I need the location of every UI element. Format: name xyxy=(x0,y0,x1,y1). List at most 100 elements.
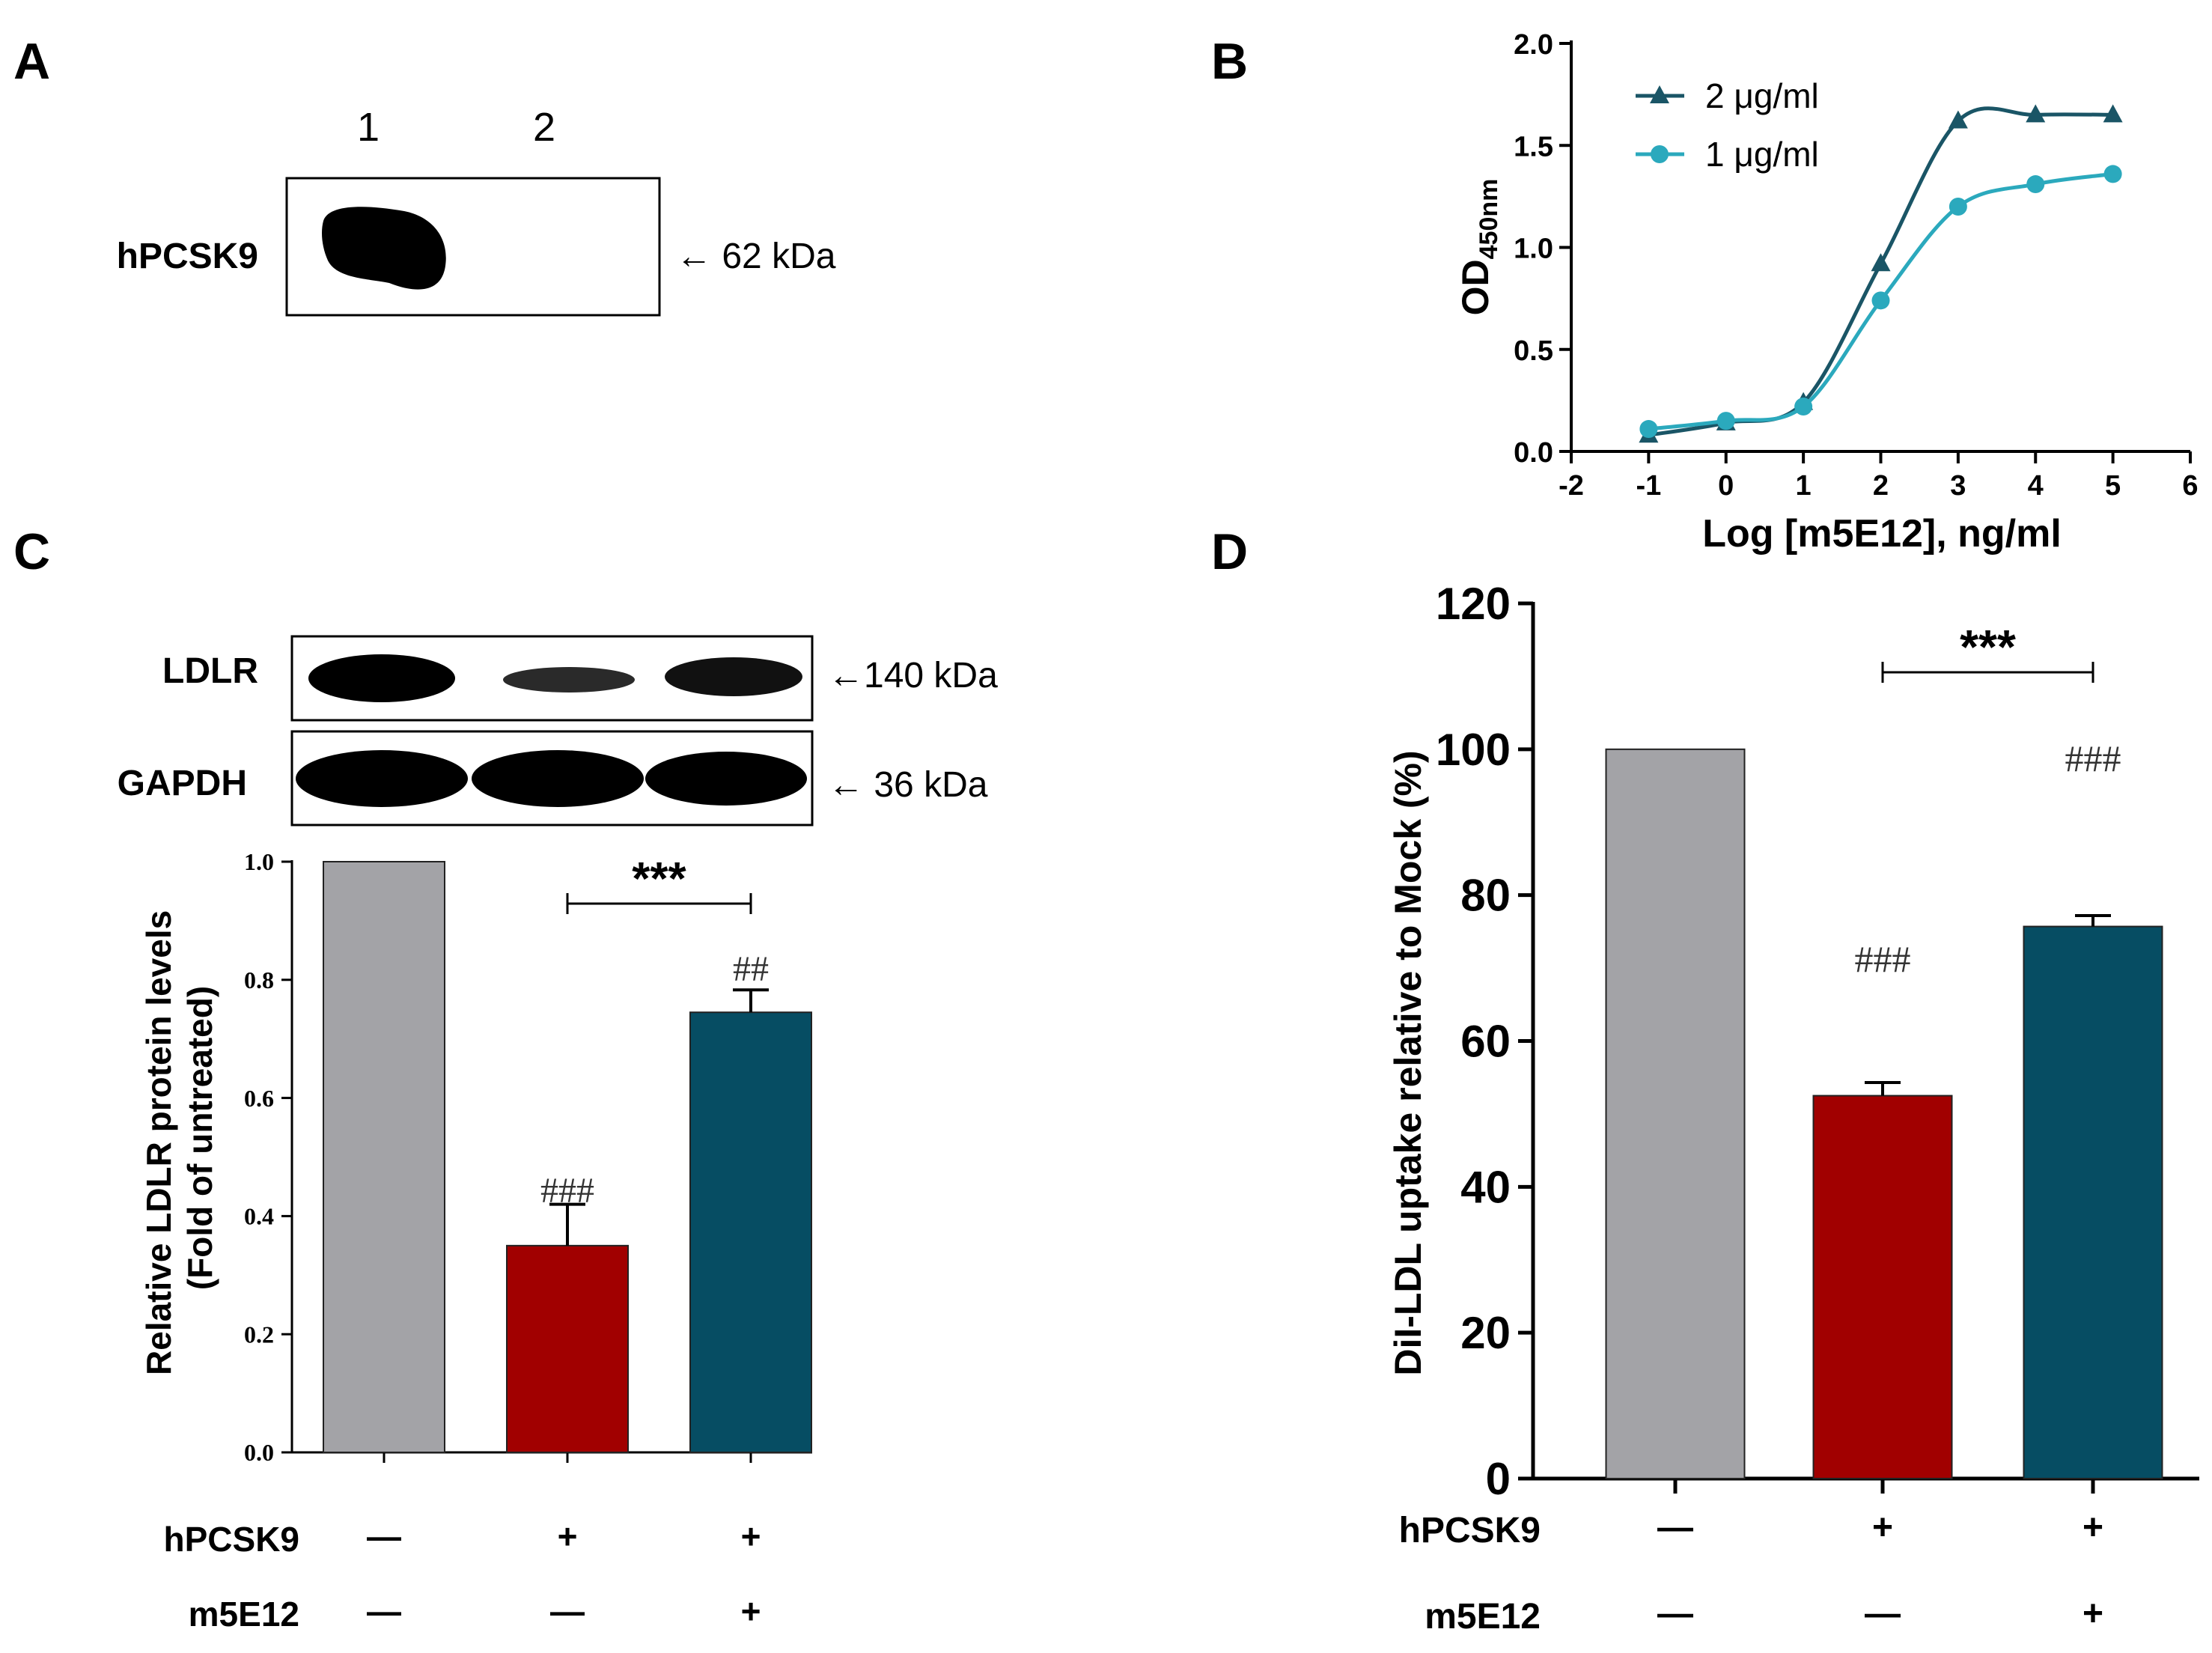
panel-c-ylabel-line2: (Fold of untreated) xyxy=(180,986,219,1290)
panel-d-treatment-sign: + xyxy=(2082,1594,2103,1634)
panel-d-treatment-sign: — xyxy=(1657,1508,1693,1547)
panel-b-ticks: 0.0 0.5 1.0 1.5 2.0 -2 -1 0 1 2 3 4 5 6 xyxy=(1514,29,2198,502)
panel-b-xtick-label: 1 xyxy=(1796,470,1812,502)
blot-band-ldlr-3 xyxy=(665,657,802,696)
panel-c-ytick-label: 0.6 xyxy=(244,1085,274,1112)
panel-b-xtick-label: 5 xyxy=(2105,470,2121,502)
panel-c-ytick-label: 0.2 xyxy=(244,1321,274,1348)
panel-b-ytick-label: 1.0 xyxy=(1514,234,1553,265)
panel-d-bar xyxy=(1605,748,1746,1479)
blot-band-ldlr-2 xyxy=(503,667,635,692)
panel-d-treatment-name: m5E12 xyxy=(1425,1597,1541,1637)
blot-band-hpcsk9 xyxy=(322,207,446,290)
panel-c-ytick-label: 0.0 xyxy=(244,1439,274,1466)
panel-c-bar xyxy=(689,1011,812,1453)
panel-d-bar xyxy=(2023,925,2163,1479)
band-label-hpcsk9: hPCSK9 xyxy=(117,237,258,276)
panel-b: B OD450nm 0.0 0.5 1.0 1.5 2.0 -2 -1 0 1 2 3 4 5 6 2 μ… xyxy=(1211,29,2199,555)
panel-d-treatment-sign: + xyxy=(2082,1508,2103,1547)
blot-label-gapdh: GAPDH xyxy=(118,764,247,803)
panel-c-chart: 0.00.20.40.60.81.0#####*** xyxy=(244,848,812,1466)
data-point-2ug xyxy=(1871,253,1891,272)
legend-label: 2 μg/ml xyxy=(1705,76,1819,115)
panel-d-ytick-label: 80 xyxy=(1460,871,1511,921)
panel-b-ylabel: OD450nm xyxy=(1454,179,1503,316)
marker-140kda: ←140 kDa xyxy=(828,656,998,695)
panel-c-treatments: hPCSK9 — + + m5E12 — — + xyxy=(164,1517,761,1634)
panel-a-letter: A xyxy=(13,33,50,90)
panel-c-ylabel: Relative LDLR protein levels (Fold of un… xyxy=(139,901,219,1375)
lane-label-2: 2 xyxy=(533,105,555,150)
panel-c-treatment-sign: — xyxy=(367,1517,401,1556)
panel-d-ytick-label: 0 xyxy=(1486,1454,1511,1504)
data-point-1ug xyxy=(1871,291,1890,310)
panel-c: C LDLR ←140 kDa GAPDH ← 36 kDa Relative … xyxy=(13,523,998,1634)
panel-d-ytick-label: 60 xyxy=(1460,1017,1511,1067)
panel-c-letter: C xyxy=(13,523,50,580)
panel-d-ytick-label: 100 xyxy=(1436,725,1511,775)
data-point-1ug xyxy=(1639,420,1658,439)
panel-c-treatment-name: m5E12 xyxy=(189,1595,299,1634)
data-point-1ug xyxy=(2026,175,2045,194)
panel-b-ytick-label: 2.0 xyxy=(1514,29,1553,61)
panel-d-chart: 0 20 40 60 80 100 120 ### ### *** xyxy=(1436,579,2199,1504)
panel-c-treatment-sign: + xyxy=(741,1592,761,1631)
data-point-1ug xyxy=(2103,165,2122,183)
panel-d-treatment-sign: — xyxy=(1865,1594,1901,1634)
blot-band-gapdh-3 xyxy=(645,752,807,806)
panel-c-ylabel-line1: Relative LDLR protein levels xyxy=(139,910,178,1375)
panel-b-xlabel: Log [m5E12], ng/ml xyxy=(1702,512,2062,555)
ylabel-sub: 450nm xyxy=(1475,179,1503,260)
panel-b-xtick-label: 0 xyxy=(1718,470,1734,502)
blot-label-ldlr: LDLR xyxy=(162,651,258,691)
panel-c-treatment-sign: — xyxy=(550,1592,585,1631)
data-point-2ug xyxy=(1948,110,1968,129)
marker-62kda: ← 62 kDa xyxy=(676,237,836,276)
panel-d-treatment-sign: + xyxy=(1872,1508,1893,1547)
panel-b-xtick-label: 6 xyxy=(2182,470,2198,502)
marker-36kda: ← 36 kDa xyxy=(828,765,988,805)
panel-b-ytick-label: 0.5 xyxy=(1514,335,1553,367)
panel-c-bar xyxy=(323,861,445,1453)
data-point-1ug xyxy=(1794,398,1813,416)
panel-b-xtick-label: 2 xyxy=(1873,470,1889,502)
panel-d-significance-label: *** xyxy=(1960,620,2016,674)
blot-band-ldlr-1 xyxy=(308,654,455,702)
panel-c-significance-label: *** xyxy=(632,853,686,905)
panel-c-ytick-label: 0.8 xyxy=(244,966,274,993)
panel-c-ytick-label: 0.4 xyxy=(244,1203,274,1230)
panel-d-annotation: ### xyxy=(1855,938,1911,980)
panel-d: D DiI-LDL uptake relative to Mock (%) 0 2… xyxy=(1211,523,2199,1637)
panel-b-xtick-label: 4 xyxy=(2028,470,2044,502)
panel-b-series xyxy=(1639,104,2123,443)
panel-b-ytick-label: 0.0 xyxy=(1514,437,1553,469)
legend-marker-triangle xyxy=(1650,85,1669,103)
panel-d-ytick-label: 40 xyxy=(1460,1162,1511,1212)
lane-label-1: 1 xyxy=(357,105,380,150)
panel-d-treatment-name: hPCSK9 xyxy=(1399,1511,1541,1550)
panel-d-treatment-sign: — xyxy=(1657,1594,1693,1634)
panel-c-treatment-name: hPCSK9 xyxy=(164,1520,299,1559)
panel-c-bar xyxy=(506,1244,629,1453)
data-point-2ug xyxy=(2026,104,2046,123)
panel-d-bar xyxy=(1812,1095,1953,1479)
legend-marker-circle xyxy=(1651,145,1669,163)
panel-c-annotation: ## xyxy=(733,949,769,989)
panel-d-ytick-label: 120 xyxy=(1436,579,1511,629)
panel-b-xtick-label: -2 xyxy=(1559,470,1584,502)
panel-c-treatment-sign: + xyxy=(741,1517,761,1556)
panel-b-legend: 2 μg/ml 1 μg/ml xyxy=(1636,76,1819,174)
panel-c-treatment-sign: — xyxy=(367,1592,401,1631)
panel-c-annotation: ### xyxy=(540,1171,594,1211)
data-point-2ug xyxy=(2103,104,2123,123)
panel-d-treatments: hPCSK9 — + + m5E12 — — + xyxy=(1399,1508,2103,1637)
panel-b-xtick-label: 3 xyxy=(1950,470,1966,502)
data-point-1ug xyxy=(1716,412,1735,430)
ylabel-main: OD xyxy=(1454,259,1496,315)
panel-d-ytick-label: 20 xyxy=(1460,1308,1511,1358)
panel-b-xtick-label: -1 xyxy=(1636,470,1661,502)
panel-b-letter: B xyxy=(1211,33,1248,90)
blot-band-gapdh-1 xyxy=(296,750,468,807)
panel-a: A 1 2 hPCSK9 ← 62 kDa xyxy=(13,33,836,317)
